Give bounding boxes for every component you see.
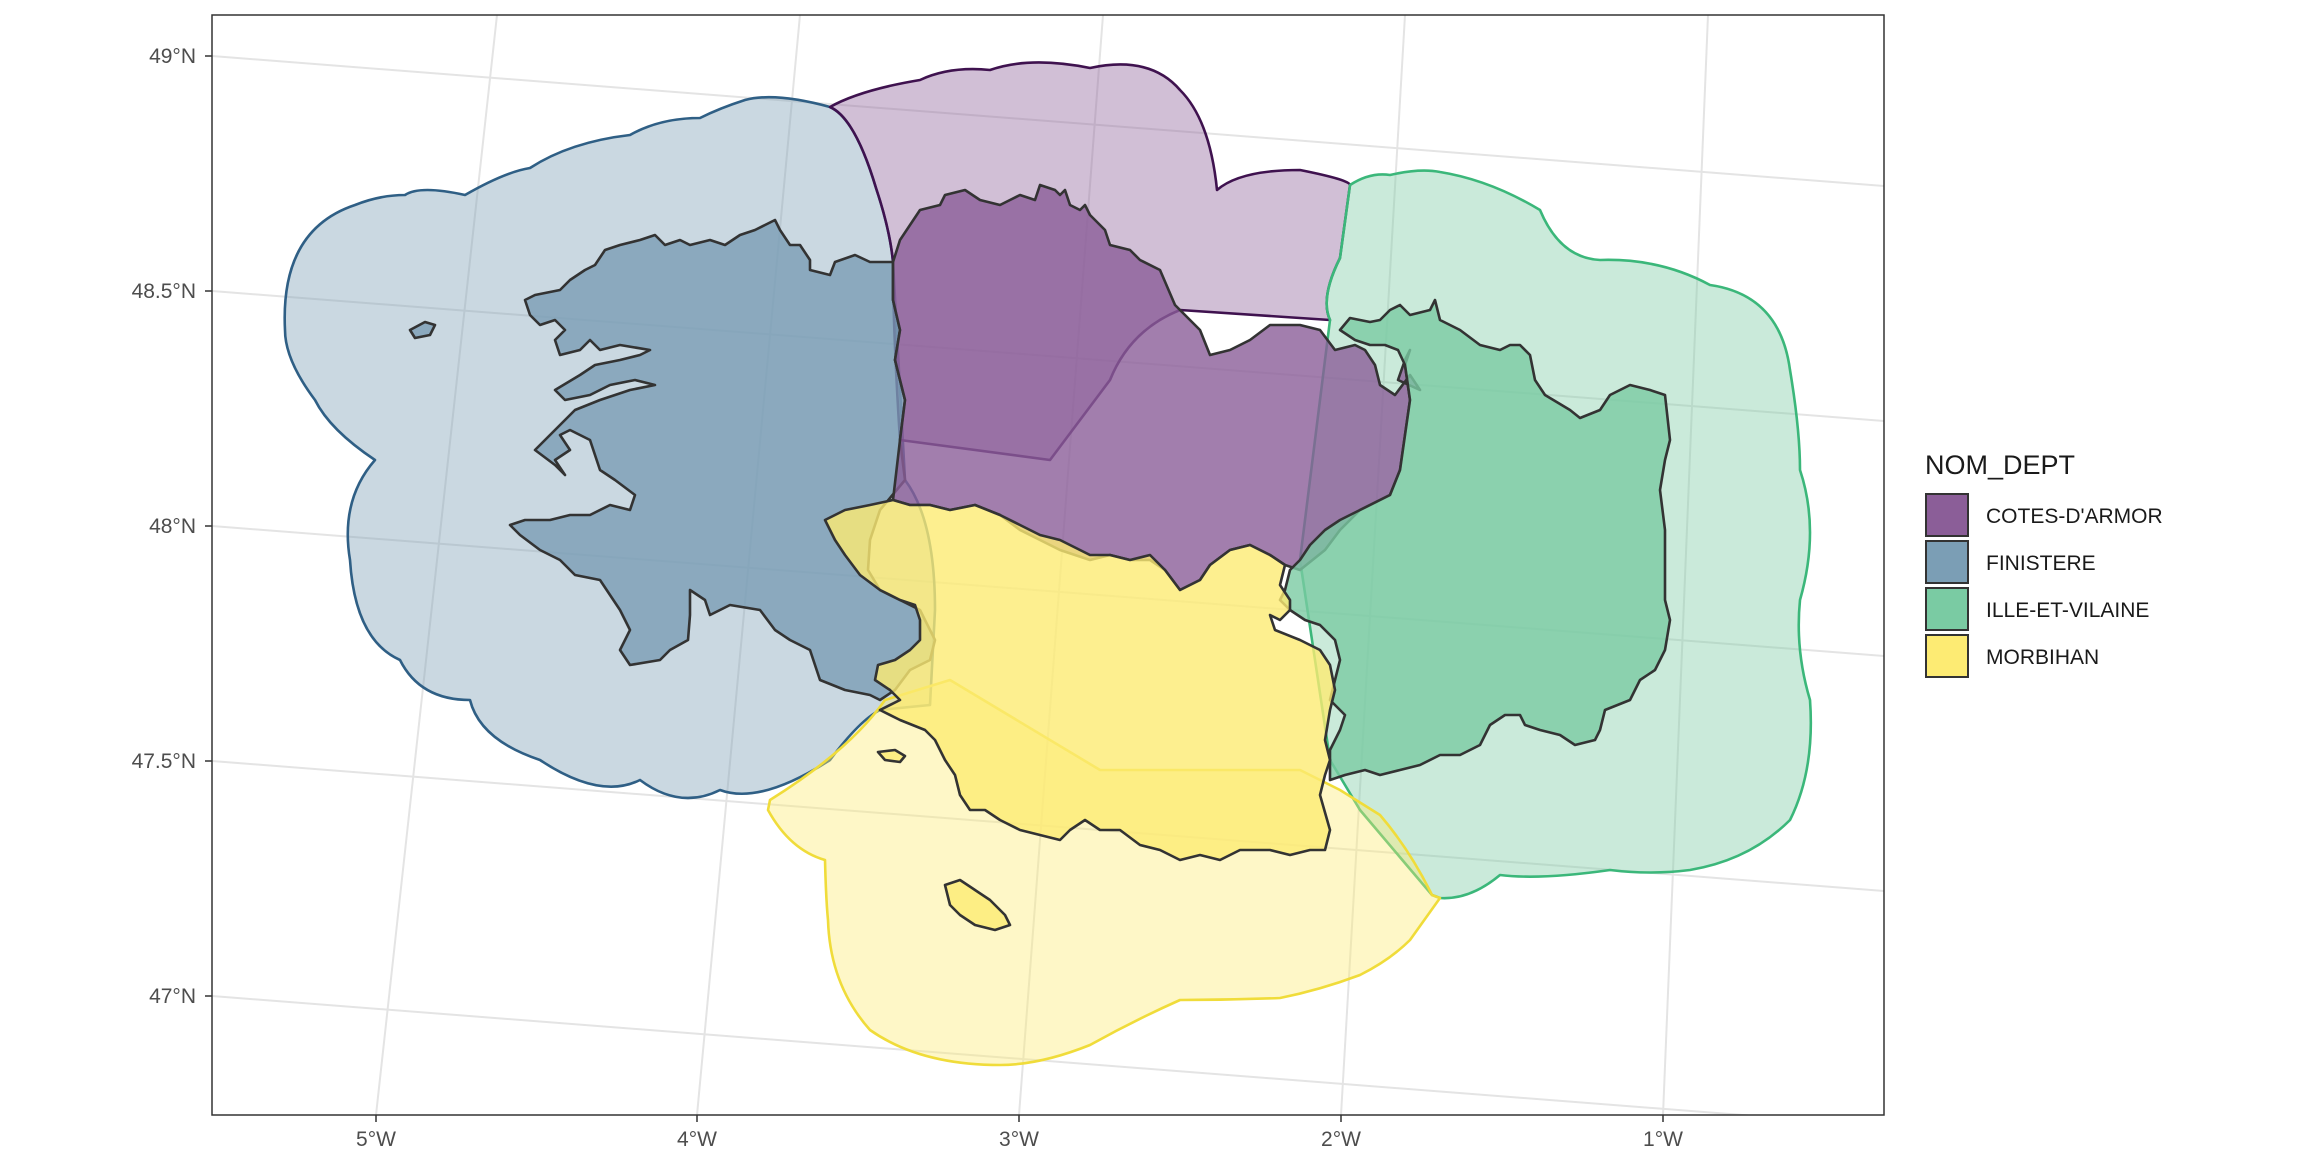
- legend-label: MORBIHAN: [1986, 646, 2099, 669]
- y-tick-label: 47°N: [149, 985, 196, 1008]
- gridline-lon-1: [1662, 15, 1709, 1115]
- y-tick-label: 48.5°N: [132, 280, 196, 303]
- panel-border: [211, 14, 1885, 1116]
- legend-label: FINISTERE: [1986, 552, 2096, 575]
- y-tick-label: 47.5°N: [132, 750, 196, 773]
- legend-key-cotes: [1925, 493, 1969, 537]
- gridline-lon-5: [375, 15, 498, 1115]
- island-belle-ile: [943, 878, 1012, 932]
- x-tick-label: 5°W: [356, 1128, 396, 1151]
- island-groix: [876, 748, 907, 764]
- island-ouessant: [408, 320, 437, 340]
- department-layer: [408, 183, 1672, 932]
- legend: NOM_DEPT COTES-D'ARMOR FINISTERE ILLE-ET…: [1925, 450, 2163, 678]
- x-tick-label: 2°W: [1321, 1128, 1361, 1151]
- x-axis-ticks: [375, 1115, 1664, 1122]
- legend-title: NOM_DEPT: [1925, 450, 2075, 480]
- x-tick-label: 4°W: [677, 1128, 717, 1151]
- y-axis-ticks: [205, 55, 212, 997]
- dept-finistere: [508, 218, 937, 702]
- x-tick-label: 3°W: [999, 1128, 1039, 1151]
- gridline-lat-47: [212, 995, 1756, 1115]
- dept-ille: [1278, 298, 1672, 782]
- legend-label: COTES-D'ARMOR: [1986, 505, 2163, 528]
- legend-key-morbihan: [1925, 634, 1969, 678]
- y-tick-label: 48°N: [149, 515, 196, 538]
- x-tick-label: 1°W: [1643, 1128, 1683, 1151]
- y-tick-label: 49°N: [149, 45, 196, 68]
- legend-key-finistere: [1925, 540, 1969, 584]
- legend-label: ILLE-ET-VILAINE: [1986, 599, 2149, 622]
- dept-morbihan: [823, 498, 1337, 862]
- legend-key-ille: [1925, 587, 1969, 631]
